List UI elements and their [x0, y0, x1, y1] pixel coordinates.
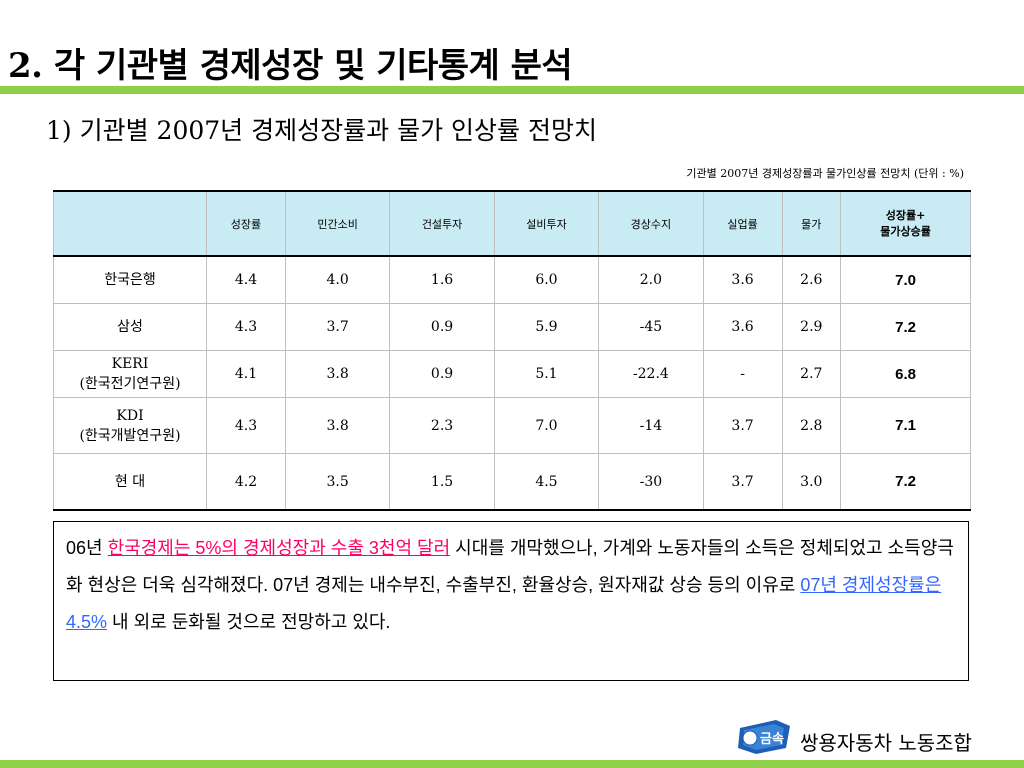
row-header: KDI (한국개발연구원)	[53, 397, 207, 454]
table-cell: 5.1	[493, 350, 600, 398]
column-header: 건설투자	[389, 190, 495, 257]
note-text: 내 외로 둔화될 것으로 전망하고 있다.	[107, 612, 391, 632]
section-subtitle: 1) 기관별 2007년 경제성장률과 물가 인상률 전망치	[46, 116, 597, 145]
column-header-total: 성장률+ 물가상승률	[840, 190, 971, 257]
table-row: KERI (한국전기연구원) 4.1 3.8 0.9 5.1 -22.4-2.7 6.8	[53, 350, 971, 398]
institution-name: KERI	[111, 356, 149, 372]
table-cell: 2.9	[781, 303, 842, 351]
institution-fullname: (한국개발연구원)	[79, 427, 181, 444]
table-cell: 4.4	[206, 255, 286, 304]
note-highlight-forecast: 07년 경제성장률은 4.5%	[66, 575, 942, 632]
table-header-row: 성장률 민간소비 건설투자 설비투자 경상수지 실업률 물가 성장률+ 물가상승…	[53, 190, 971, 257]
row-header: 현 대	[53, 453, 207, 511]
table-cell: -22.4	[598, 350, 704, 398]
logo-text: 금속	[760, 732, 784, 747]
row-header: KERI (한국전기연구원)	[53, 350, 207, 398]
column-header-line: 성장률+	[885, 208, 926, 222]
table-row: 현 대 4.2 3.5 1.5 4.5 -30 3.7 3.0 7.2	[53, 453, 971, 511]
table-row: 삼성 4.3 3.7 0.9 5.9 -45 3.6 2.9 7.2	[53, 303, 971, 351]
note-text: 06년	[66, 538, 108, 558]
table-cell: -45	[598, 303, 704, 351]
table-cell: 4.2	[206, 453, 286, 511]
table-cell: 3.8	[284, 397, 391, 454]
page-title: 2. 각 기관별 경제성장 및 기타통계 분석	[8, 46, 573, 86]
table-cell: 4.3	[206, 303, 286, 351]
table-cell: 7.1	[840, 397, 971, 454]
table-cell: 7.0	[493, 397, 600, 454]
column-header: 물가	[781, 190, 842, 257]
table-cell: 3.7	[702, 397, 783, 454]
table-cell: 6.0	[493, 255, 600, 304]
table-cell: 3.6	[702, 255, 783, 304]
corner-cell	[53, 190, 207, 257]
table-row: KDI (한국개발연구원) 4.3 3.8 2.3 7.0 -14 3.7 2.8 7.1	[53, 397, 971, 454]
union-logo-icon: 금속	[738, 720, 790, 754]
table-cell: 2.8	[781, 397, 842, 454]
column-header: 경상수지	[598, 190, 704, 257]
column-header: 민간소비	[284, 190, 391, 257]
column-header: 실업률	[702, 190, 783, 257]
table-cell: 2.7	[781, 350, 842, 398]
institution-fullname: (한국전기연구원)	[79, 376, 181, 392]
table-cell: 0.9	[389, 303, 495, 351]
table-cell: 3.7	[284, 303, 391, 351]
row-header: 한국은행	[53, 255, 207, 304]
table-cell: 3.0	[781, 453, 842, 511]
table-row: 한국은행 4.4 4.0 1.6 6.0 2.0 3.6 2.6 7.0	[53, 255, 971, 304]
table-cell: 3.7	[702, 453, 783, 511]
table-cell: 3.8	[284, 350, 391, 398]
table-caption: 기관별 2007년 경제성장률과 물가인상률 전망치 (단위 : %)	[686, 167, 964, 180]
table-cell: 4.5	[493, 453, 600, 511]
organization-name: 쌍용자동차 노동조합	[800, 731, 972, 755]
row-header: 삼성	[53, 303, 207, 351]
table-cell: 2.0	[598, 255, 704, 304]
table-cell: 0.9	[389, 350, 495, 398]
forecast-table: 성장률 민간소비 건설투자 설비투자 경상수지 실업률 물가 성장률+ 물가상승…	[53, 190, 971, 511]
institution-name: 한국은행	[104, 272, 156, 288]
table-cell: 7.0	[840, 255, 971, 304]
table-cell: 3.5	[284, 453, 391, 511]
table-cell: 3.6	[702, 303, 783, 351]
table-cell: -14	[598, 397, 704, 454]
table-cell: 6.8	[840, 350, 971, 398]
title-divider	[0, 86, 1024, 94]
footer-divider	[0, 760, 1024, 768]
table-cell: 4.1	[206, 350, 286, 398]
table-cell: 2.6	[781, 255, 842, 304]
column-header: 설비투자	[493, 190, 600, 257]
table-cell: -	[702, 350, 783, 398]
table-cell: -30	[598, 453, 704, 511]
institution-name: 현 대	[114, 473, 146, 490]
table-cell: 1.5	[389, 453, 495, 511]
table-cell: 1.6	[389, 255, 495, 304]
table-cell: 5.9	[493, 303, 600, 351]
institution-name: KDI	[116, 407, 144, 424]
table-cell: 4.0	[284, 255, 391, 304]
note-text: 시대를 개막했으나, 가계와 노동자들의 소득은 정체되었고 소득양극화 현상은…	[66, 538, 954, 595]
institution-name: 삼성	[117, 319, 143, 335]
table-cell: 4.3	[206, 397, 286, 454]
table-cell: 2.3	[389, 397, 495, 454]
analysis-note: 06년 한국경제는 5%의 경제성장과 수출 3천억 달러 시대를 개막했으나,…	[53, 521, 969, 681]
table-cell: 7.2	[840, 453, 971, 511]
column-header-line: 물가상승률	[880, 224, 931, 238]
table-cell: 7.2	[840, 303, 971, 351]
column-header: 성장률	[206, 190, 286, 257]
note-highlight-growth: 한국경제는 5%의 경제성장과 수출 3천억 달러	[107, 538, 451, 558]
